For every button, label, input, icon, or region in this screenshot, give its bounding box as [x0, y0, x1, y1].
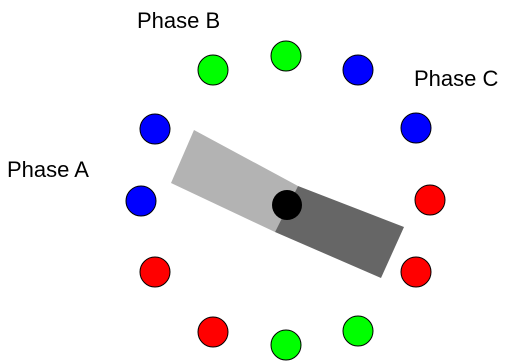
rotor-dark-half — [275, 186, 404, 278]
phase-b-label: Phase B — [137, 8, 220, 33]
stator-coil — [270, 40, 302, 72]
phase-a-label: Phase A — [7, 157, 89, 182]
stator-coil — [139, 113, 171, 145]
stator-coil — [414, 184, 446, 216]
stator-coil — [342, 315, 374, 347]
stator-coil — [400, 112, 432, 144]
stator-coil — [400, 256, 432, 288]
rotor-light-half — [171, 130, 298, 232]
stator-coil — [270, 329, 302, 361]
rotor — [171, 130, 404, 278]
phase-c-label: Phase C — [414, 66, 498, 91]
stator-coil — [139, 256, 171, 288]
stator-coil — [342, 54, 374, 86]
stator-coil — [125, 185, 157, 217]
stator-coil — [197, 316, 229, 348]
stator-coil — [197, 54, 229, 86]
stator-coils — [125, 40, 446, 361]
rotor-pivot — [272, 190, 302, 220]
